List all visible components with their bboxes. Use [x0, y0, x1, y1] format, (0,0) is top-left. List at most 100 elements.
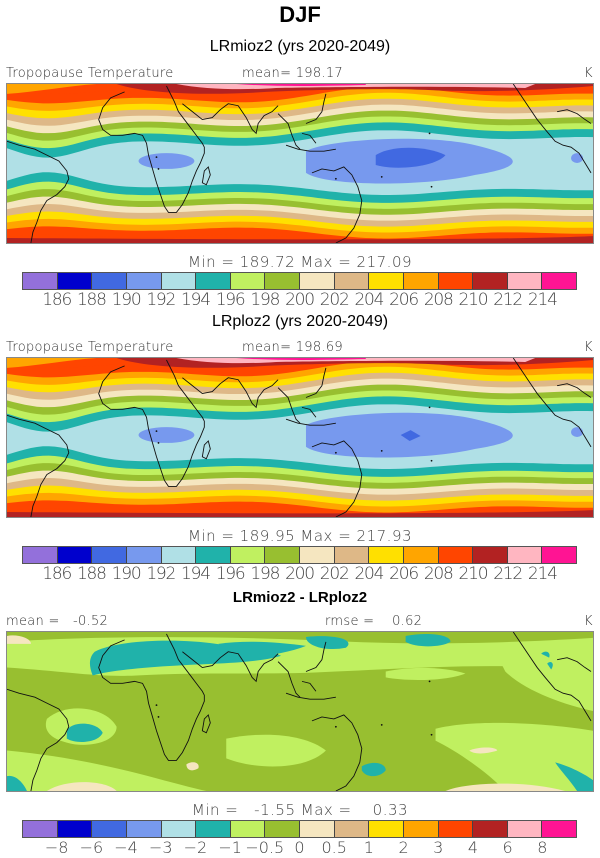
colorbar-tick-label: 194 — [181, 564, 211, 584]
diff-region-beige — [7, 635, 31, 644]
north-bands — [7, 358, 593, 517]
island — [157, 716, 160, 718]
colorbar-swatch — [230, 821, 266, 837]
colorbar-tick-label: 6 — [502, 838, 513, 857]
coastline — [201, 440, 211, 460]
colorbar-swatch — [161, 821, 197, 837]
colorbar-swatch — [161, 273, 197, 289]
colorbar-swatch — [542, 273, 576, 289]
colorbar-swatch — [369, 821, 404, 837]
panel3-minmax-label: Min = -1.55 Max = 0.33 — [191, 801, 409, 819]
island — [334, 177, 337, 180]
island — [155, 430, 158, 432]
panel1-variable-label: Tropopause Temperature — [6, 66, 174, 81]
colorbar-swatch — [438, 821, 474, 837]
colorbar-swatch — [300, 821, 335, 837]
coastline — [512, 84, 592, 174]
diff-region-teal — [66, 723, 103, 742]
colorbar-swatch — [196, 273, 231, 289]
colorbar-swatch — [542, 821, 576, 837]
colorbar-tick-label: −8 — [44, 838, 69, 857]
high-lat-cap — [7, 358, 593, 517]
coastlines — [7, 632, 592, 791]
panel1-colorbar — [22, 272, 577, 290]
colorbar-tick-label: 204 — [354, 290, 384, 310]
panel3-colorbar-ticks: −8 −6 −4 −3 −2 −1 −0.5 0 0.5 1 2 3 4 6 8 — [22, 838, 577, 858]
colorbar-tick-label: 190 — [111, 564, 142, 584]
colorbar-tick-label: 2 — [398, 838, 409, 857]
coastlines — [7, 84, 592, 243]
coastline — [182, 377, 279, 409]
colorbar-swatch — [473, 547, 508, 563]
island — [380, 723, 383, 726]
coastline — [557, 657, 592, 672]
colorbar-swatch — [92, 821, 127, 837]
cold-core-africa — [138, 153, 195, 169]
coastline — [277, 367, 336, 426]
colorbar-swatch — [507, 821, 543, 837]
coastline — [277, 93, 336, 152]
colorbar-swatch — [57, 547, 93, 563]
cold-core-africa — [138, 427, 195, 443]
colorbar-swatch — [23, 821, 58, 837]
coastlines — [7, 358, 592, 517]
diff-region-light — [495, 649, 593, 712]
colorbar-tick-label: 190 — [111, 290, 142, 310]
diff-region-teal — [405, 633, 451, 647]
colorbar-swatch — [473, 821, 508, 837]
colorbar-tick-label: 1 — [363, 838, 374, 857]
coastline — [557, 109, 592, 124]
panel1-colorbar-ticks: 186 188 190 192 194 196 198 200 202 204 206 208 210 2… — [22, 290, 577, 310]
colorbar-tick-label: 3 — [433, 838, 444, 857]
coastline — [512, 632, 592, 722]
colorbar-tick-label: 210 — [458, 564, 489, 584]
island — [155, 156, 158, 158]
colorbar-tick-label: 206 — [389, 564, 419, 584]
panel2-map — [6, 357, 594, 518]
colorbar-tick-label: 214 — [527, 290, 558, 310]
colorbar-tick-label: 8 — [537, 838, 548, 857]
coastline — [557, 383, 592, 398]
diff-region-light — [435, 722, 593, 791]
island — [428, 406, 431, 409]
panel2-colorbar-ticks: 186 188 190 192 194 196 198 200 202 204 206 208 210 2… — [22, 564, 577, 584]
island — [430, 733, 433, 736]
colorbar-tick-label: 188 — [76, 290, 107, 310]
colorbar-swatch — [300, 273, 335, 289]
cold-core — [138, 138, 584, 184]
colorbar-swatch — [196, 821, 231, 837]
panel2-colorbar — [22, 546, 577, 564]
panel3-title: LRmioz2 - LRploz2 — [232, 589, 368, 606]
coastline — [182, 103, 279, 135]
panel2-title: LRploz2 (yrs 2020-2049) — [211, 313, 389, 330]
cold-core-america — [571, 153, 584, 164]
diff-region-teal — [541, 651, 550, 658]
colorbar-swatch — [126, 273, 162, 289]
island — [380, 175, 383, 178]
colorbar-tick-label: 208 — [423, 290, 454, 310]
island — [334, 451, 337, 454]
colorbar-tick-label: 4 — [467, 838, 479, 857]
colorbar-swatch — [438, 547, 474, 563]
coastline — [512, 358, 592, 448]
coldest-core — [400, 430, 421, 441]
island — [428, 132, 431, 135]
cold-core — [138, 412, 584, 458]
colorbar-swatch — [92, 273, 127, 289]
colorbar-tick-label: 212 — [493, 290, 523, 310]
colorbar-tick-label: −6 — [79, 838, 104, 857]
colorbar-tick-label: 0 — [294, 838, 305, 857]
diff-region-teal — [361, 762, 386, 777]
coastline — [98, 633, 205, 761]
colorbar-swatch — [334, 821, 370, 837]
colorbar-swatch — [57, 821, 93, 837]
colorbar-tick-label: 202 — [319, 564, 350, 584]
colorbar-tick-label: 198 — [250, 290, 280, 310]
colorbar-swatch — [542, 547, 576, 563]
colorbar-tick-label: 194 — [181, 290, 211, 310]
diff-region-light — [385, 667, 466, 681]
coastline — [7, 140, 70, 243]
panel3-mean-label: mean = -0.52 — [6, 614, 109, 629]
colorbar-tick-label: −1 — [218, 838, 242, 857]
north-bands — [7, 84, 593, 243]
